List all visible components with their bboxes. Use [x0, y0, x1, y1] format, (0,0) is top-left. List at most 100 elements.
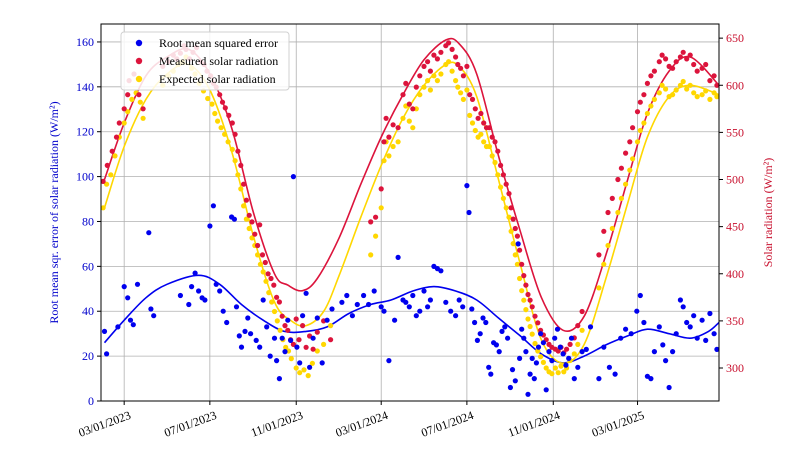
point-expected: [274, 318, 280, 324]
y-left-tick-label: 60: [82, 259, 94, 273]
point-rmse: [279, 335, 285, 341]
point-expected: [571, 351, 577, 357]
point-rmse: [557, 344, 563, 350]
point-measured: [449, 46, 455, 53]
point-expected: [212, 110, 218, 117]
point-rmse: [680, 304, 686, 310]
point-rmse: [699, 317, 705, 323]
point-rmse: [290, 174, 296, 180]
point-measured: [262, 259, 268, 266]
y-left-axis-label: Root mean sqr. error of solar radiation …: [47, 101, 61, 323]
point-rmse: [575, 364, 581, 370]
point-measured: [519, 261, 525, 267]
point-measured: [464, 63, 470, 69]
point-expected: [703, 88, 709, 94]
point-rmse: [146, 230, 152, 236]
y-left-tick-label: 80: [82, 214, 94, 228]
point-rmse: [177, 292, 183, 299]
point-rmse: [413, 313, 419, 319]
point-measured: [226, 112, 232, 118]
point-expected: [529, 331, 535, 337]
point-rmse: [469, 306, 475, 312]
point-measured: [623, 150, 629, 156]
point-expected: [514, 261, 521, 267]
point-rmse: [233, 304, 240, 310]
point-measured: [670, 65, 676, 71]
point-rmse: [502, 324, 508, 330]
point-measured: [446, 40, 452, 46]
point-measured: [510, 216, 516, 222]
point-rmse: [245, 315, 251, 321]
point-expected: [630, 156, 636, 162]
point-expected: [381, 158, 387, 164]
x-tick-label: 03/01/2023: [77, 408, 133, 440]
y-right-tick-label: 350: [726, 314, 744, 328]
point-measured: [265, 271, 271, 277]
point-expected: [558, 363, 564, 369]
point-rmse: [371, 288, 377, 294]
point-rmse: [711, 331, 717, 337]
point-measured: [555, 348, 561, 354]
point-measured: [687, 52, 693, 58]
point-expected: [492, 159, 498, 166]
point-expected: [125, 109, 131, 115]
point-measured: [300, 323, 306, 329]
point-measured: [413, 84, 419, 90]
point-rmse: [264, 324, 270, 330]
point-rmse: [456, 297, 462, 303]
point-rmse: [521, 335, 527, 341]
point-rmse: [486, 364, 492, 370]
point-rmse: [276, 376, 282, 382]
point-rmse: [694, 335, 700, 341]
point-rmse: [425, 304, 431, 310]
point-expected: [561, 369, 567, 375]
point-measured: [475, 115, 481, 121]
point-rmse: [579, 349, 585, 355]
point-expected: [140, 115, 146, 121]
point-expected: [449, 68, 455, 74]
point-measured: [290, 341, 296, 347]
point-measured: [427, 68, 433, 74]
point-expected: [305, 373, 311, 379]
point-expected: [579, 327, 585, 333]
point-measured: [656, 59, 662, 65]
point-expected: [288, 356, 294, 362]
point-rmse: [260, 297, 266, 303]
point-expected: [232, 158, 238, 164]
point-measured: [285, 327, 291, 333]
point-rmse: [339, 299, 345, 305]
point-expected: [519, 288, 525, 294]
point-rmse: [307, 364, 313, 370]
point-rmse: [673, 331, 679, 337]
point-rmse: [509, 367, 516, 373]
point-measured: [492, 139, 498, 145]
point-expected: [446, 59, 452, 65]
point-rmse: [344, 292, 350, 299]
point-expected: [229, 146, 235, 152]
point-rmse: [217, 288, 223, 294]
point-measured: [618, 165, 625, 171]
legend-label-rmse: Root mean squared error: [159, 36, 278, 50]
point-measured: [641, 92, 647, 98]
point-measured: [368, 219, 374, 225]
point-measured: [651, 68, 658, 74]
point-measured: [303, 344, 309, 350]
point-rmse: [453, 313, 459, 319]
point-expected: [694, 94, 700, 100]
point-expected: [263, 278, 269, 284]
point-expected: [438, 71, 444, 77]
point-expected: [453, 78, 459, 84]
y-right-axis-label: Solar radiation (W/m²): [761, 158, 775, 268]
point-expected: [609, 225, 615, 232]
point-rmse: [130, 322, 136, 328]
y-right-tick-label: 500: [726, 173, 744, 187]
point-rmse: [637, 292, 643, 299]
point-measured: [575, 323, 581, 329]
point-expected: [659, 82, 665, 88]
point-rmse: [210, 203, 216, 209]
point-measured: [249, 219, 255, 225]
point-expected: [301, 367, 307, 373]
point-measured: [694, 68, 700, 74]
point-measured: [246, 212, 252, 218]
